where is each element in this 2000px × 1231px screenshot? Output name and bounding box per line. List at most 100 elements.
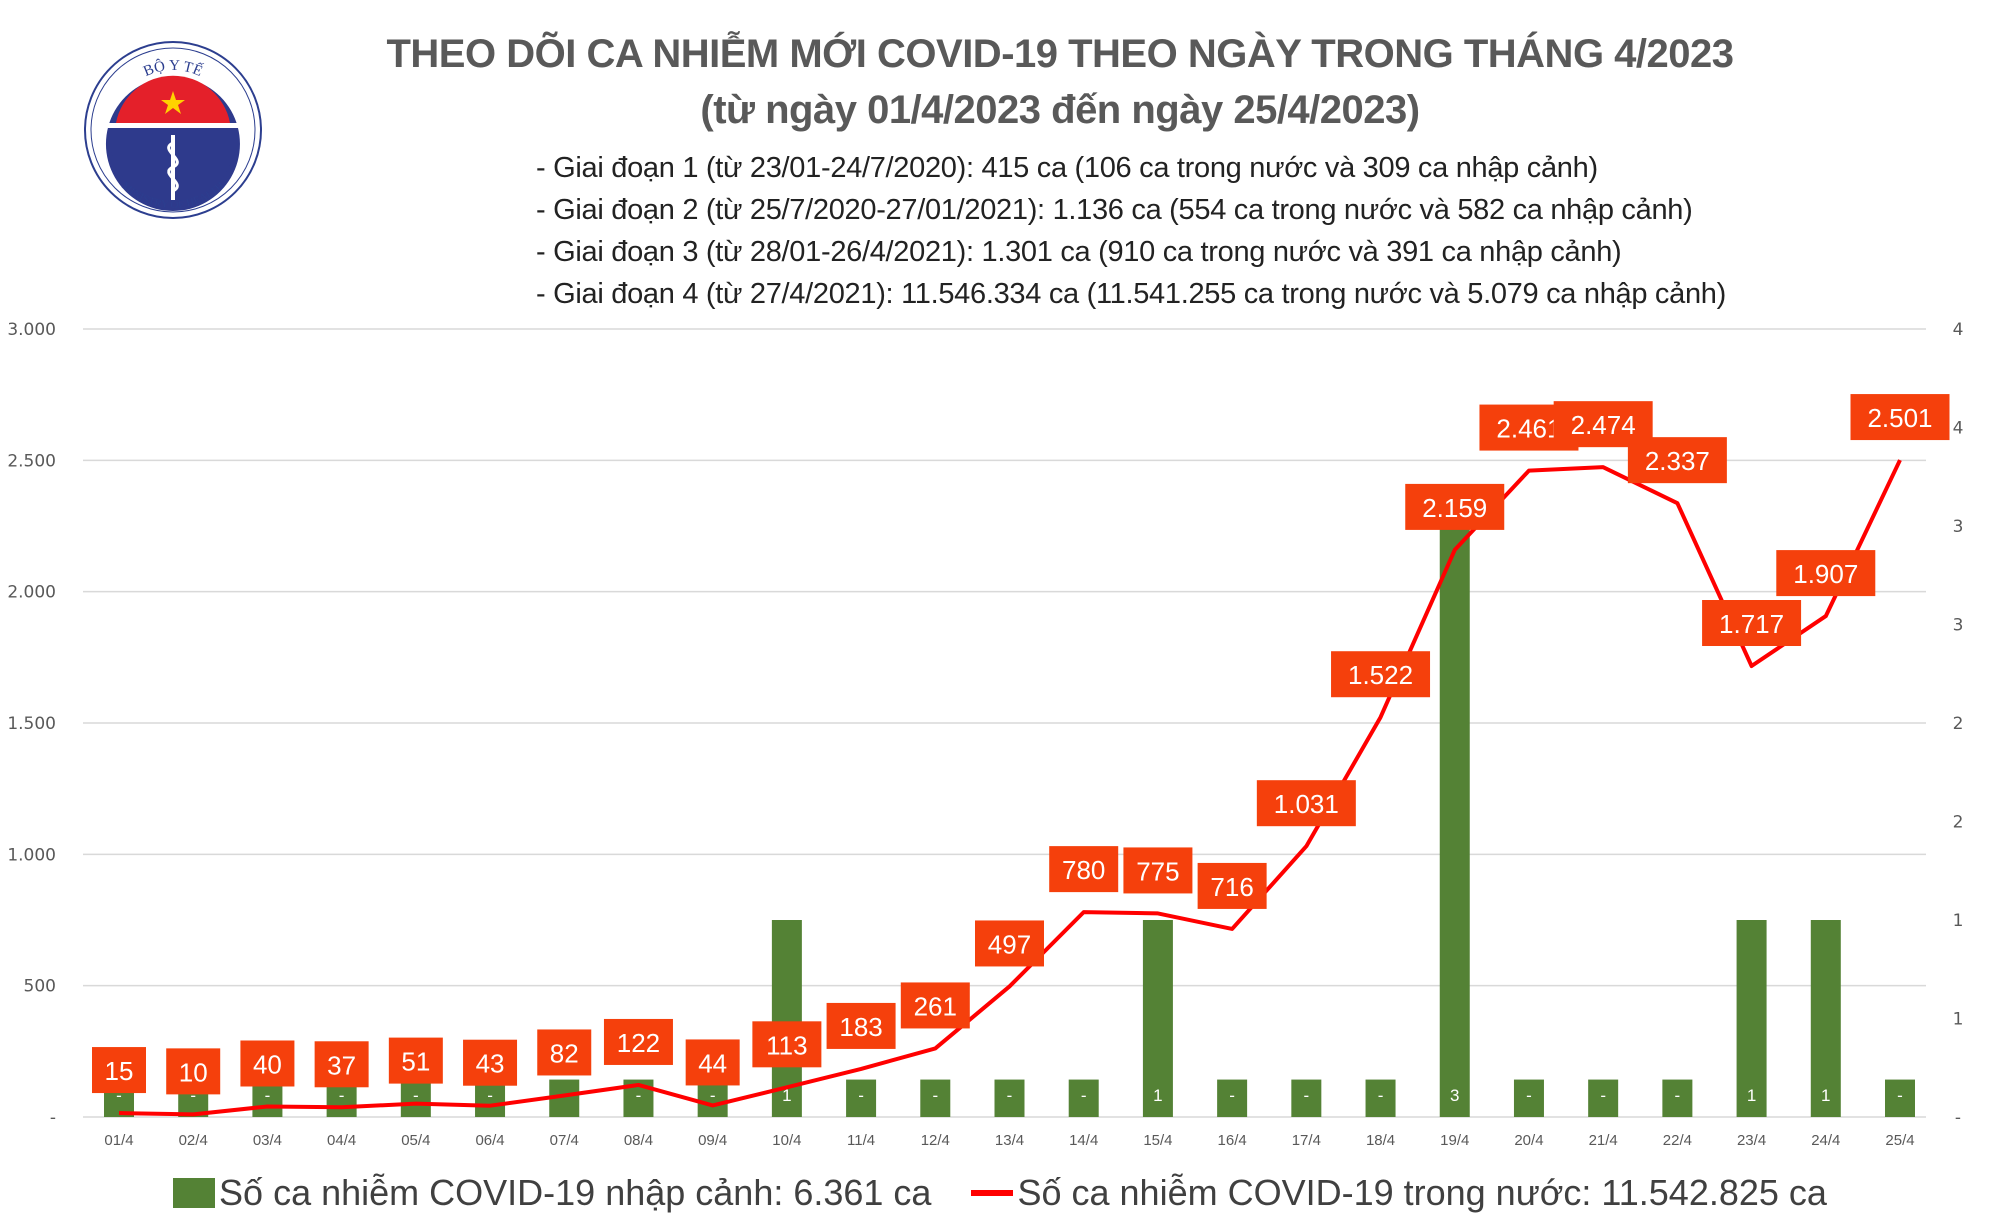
- x-tick-label: 23/4: [1737, 1132, 1766, 1149]
- bar-imported-20/4: [1513, 1079, 1544, 1117]
- y-left-tick-label: -: [50, 1108, 56, 1128]
- data-label-box: [314, 1041, 369, 1088]
- bar-label: -: [1526, 1086, 1532, 1105]
- data-label: 261: [914, 991, 957, 1021]
- legend-label-domestic: Số ca nhiễm COVID-19 trong nước: 11.542.…: [1017, 1172, 1827, 1213]
- data-label-box: [975, 920, 1044, 967]
- bar-label: 1: [1821, 1086, 1830, 1105]
- data-label: 1.522: [1348, 660, 1413, 690]
- bar-label: -: [858, 1086, 864, 1105]
- bar-label: -: [1600, 1086, 1606, 1105]
- bar-label: 1: [782, 1086, 791, 1105]
- data-label-box: [1123, 847, 1193, 894]
- data-label: 775: [1136, 856, 1179, 886]
- chart-canvas: -5001.0001.5002.0002.5003.000-11223344-0…: [7, 320, 1964, 1149]
- data-label: 37: [327, 1050, 356, 1080]
- bar-imported-12/4: [920, 1079, 951, 1117]
- bar-imported-17/4: [1291, 1079, 1322, 1117]
- bar-imported-15/4: [1142, 920, 1173, 1117]
- x-tick-label: 20/4: [1514, 1132, 1543, 1149]
- x-tick-label: 12/4: [921, 1132, 950, 1149]
- x-tick-label: 01/4: [104, 1132, 133, 1149]
- legend-item-domestic: Số ca nhiễm COVID-19 trong nước: 11.542.…: [971, 1172, 1827, 1214]
- data-label-box: [826, 1002, 896, 1049]
- data-label: 15: [105, 1056, 134, 1086]
- bar-imported-16/4: [1217, 1079, 1248, 1117]
- data-label-box: [1331, 651, 1431, 698]
- x-tick-label: 16/4: [1218, 1132, 1247, 1149]
- svg-text:BỘ Y TẾ: BỘ Y TẾ: [141, 57, 205, 80]
- y-left-tick-label: 500: [24, 977, 56, 997]
- stage-1-note: - Giai đoạn 1 (từ 23/01-24/7/2020): 415 …: [536, 152, 1598, 184]
- bar-imported-25/4: [1885, 1079, 1915, 1117]
- y-right-tick-label: 4: [1953, 419, 1964, 439]
- x-tick-label: 05/4: [401, 1132, 430, 1149]
- x-tick-label: 04/4: [327, 1132, 356, 1149]
- bar-imported-24/4: [1810, 920, 1841, 1117]
- y-right-tick-label: 2: [1953, 813, 1964, 833]
- data-label: 716: [1210, 872, 1253, 902]
- bar-imported-06/4: [475, 1079, 506, 1117]
- x-tick-label: 02/4: [179, 1132, 208, 1149]
- x-tick-label: 19/4: [1440, 1132, 1469, 1149]
- stage-2-note: - Giai đoạn 2 (từ 25/7/2020-27/01/2021):…: [536, 194, 1693, 226]
- data-label-box: [603, 1018, 673, 1065]
- y-right-tick-label: 1: [1953, 911, 1964, 931]
- bar-label: -: [1303, 1086, 1309, 1105]
- chart-title: THEO DÕI CA NHIỄM MỚI COVID-19 THEO NGÀY…: [386, 32, 1734, 76]
- data-label-box: [752, 1021, 822, 1068]
- data-label-box: [1702, 600, 1802, 647]
- x-tick-label: 06/4: [475, 1132, 504, 1149]
- y-right-tick-label: 4: [1953, 320, 1964, 340]
- bar-label: -: [932, 1086, 938, 1105]
- data-label: 2.159: [1422, 493, 1487, 523]
- bar-label: -: [265, 1086, 271, 1105]
- y-left-tick-label: 1.000: [7, 845, 56, 865]
- data-label-box: [240, 1040, 295, 1087]
- data-label-box: [900, 982, 970, 1029]
- bar-label: -: [1897, 1086, 1903, 1105]
- data-label: 113: [766, 1030, 807, 1060]
- data-label-box: [1197, 862, 1267, 909]
- y-left-tick-label: 1.500: [7, 714, 56, 734]
- data-label: 44: [698, 1048, 727, 1078]
- data-label: 2.337: [1645, 446, 1710, 476]
- data-label-box: [537, 1029, 592, 1076]
- x-tick-label: 22/4: [1663, 1132, 1692, 1149]
- data-label-box: [1049, 846, 1119, 893]
- bar-imported-23/4: [1736, 920, 1767, 1117]
- data-label: 1.907: [1793, 559, 1858, 589]
- bar-imported-18/4: [1365, 1079, 1396, 1117]
- bar-label: -: [190, 1086, 196, 1105]
- legend-label-imported: Số ca nhiễm COVID-19 nhập cảnh: 6.361 ca: [219, 1172, 932, 1213]
- bar-label: 3: [1450, 1086, 1459, 1105]
- x-tick-label: 09/4: [698, 1132, 727, 1149]
- ministry-of-health-logo: BỘ Y TẾ MINISTRY OF HEALTH: [84, 41, 262, 219]
- data-label-box: [166, 1048, 221, 1095]
- bar-label: -: [487, 1086, 493, 1105]
- y-left-tick-label: 2.000: [7, 583, 56, 603]
- data-label: 43: [476, 1049, 505, 1079]
- bar-imported-14/4: [1068, 1079, 1099, 1117]
- bar-imported-13/4: [994, 1079, 1025, 1117]
- x-tick-label: 08/4: [624, 1132, 653, 1149]
- y-right-tick-label: 2: [1953, 714, 1964, 734]
- x-tick-label: 17/4: [1292, 1132, 1321, 1149]
- x-tick-label: 13/4: [995, 1132, 1024, 1149]
- legend-item-imported: Số ca nhiễm COVID-19 nhập cảnh: 6.361 ca: [173, 1172, 931, 1214]
- data-label: 82: [550, 1038, 579, 1068]
- data-label: 122: [617, 1028, 660, 1058]
- x-tick-label: 03/4: [253, 1132, 282, 1149]
- data-label: 2.474: [1571, 410, 1636, 440]
- data-label-box: [388, 1037, 443, 1084]
- y-right-tick-label: -: [1955, 1108, 1961, 1128]
- data-label-box: [463, 1039, 518, 1086]
- bar-label: -: [1081, 1086, 1087, 1105]
- data-label-box: [1776, 550, 1876, 597]
- y-right-tick-label: 3: [1953, 517, 1964, 537]
- data-label: 1.031: [1274, 789, 1339, 819]
- chart-subtitle: (từ ngày 01/4/2023 đến ngày 25/4/2023): [700, 88, 1420, 132]
- bar-label: -: [636, 1086, 642, 1105]
- x-tick-label: 14/4: [1069, 1132, 1098, 1149]
- data-label: 2.501: [1867, 403, 1932, 433]
